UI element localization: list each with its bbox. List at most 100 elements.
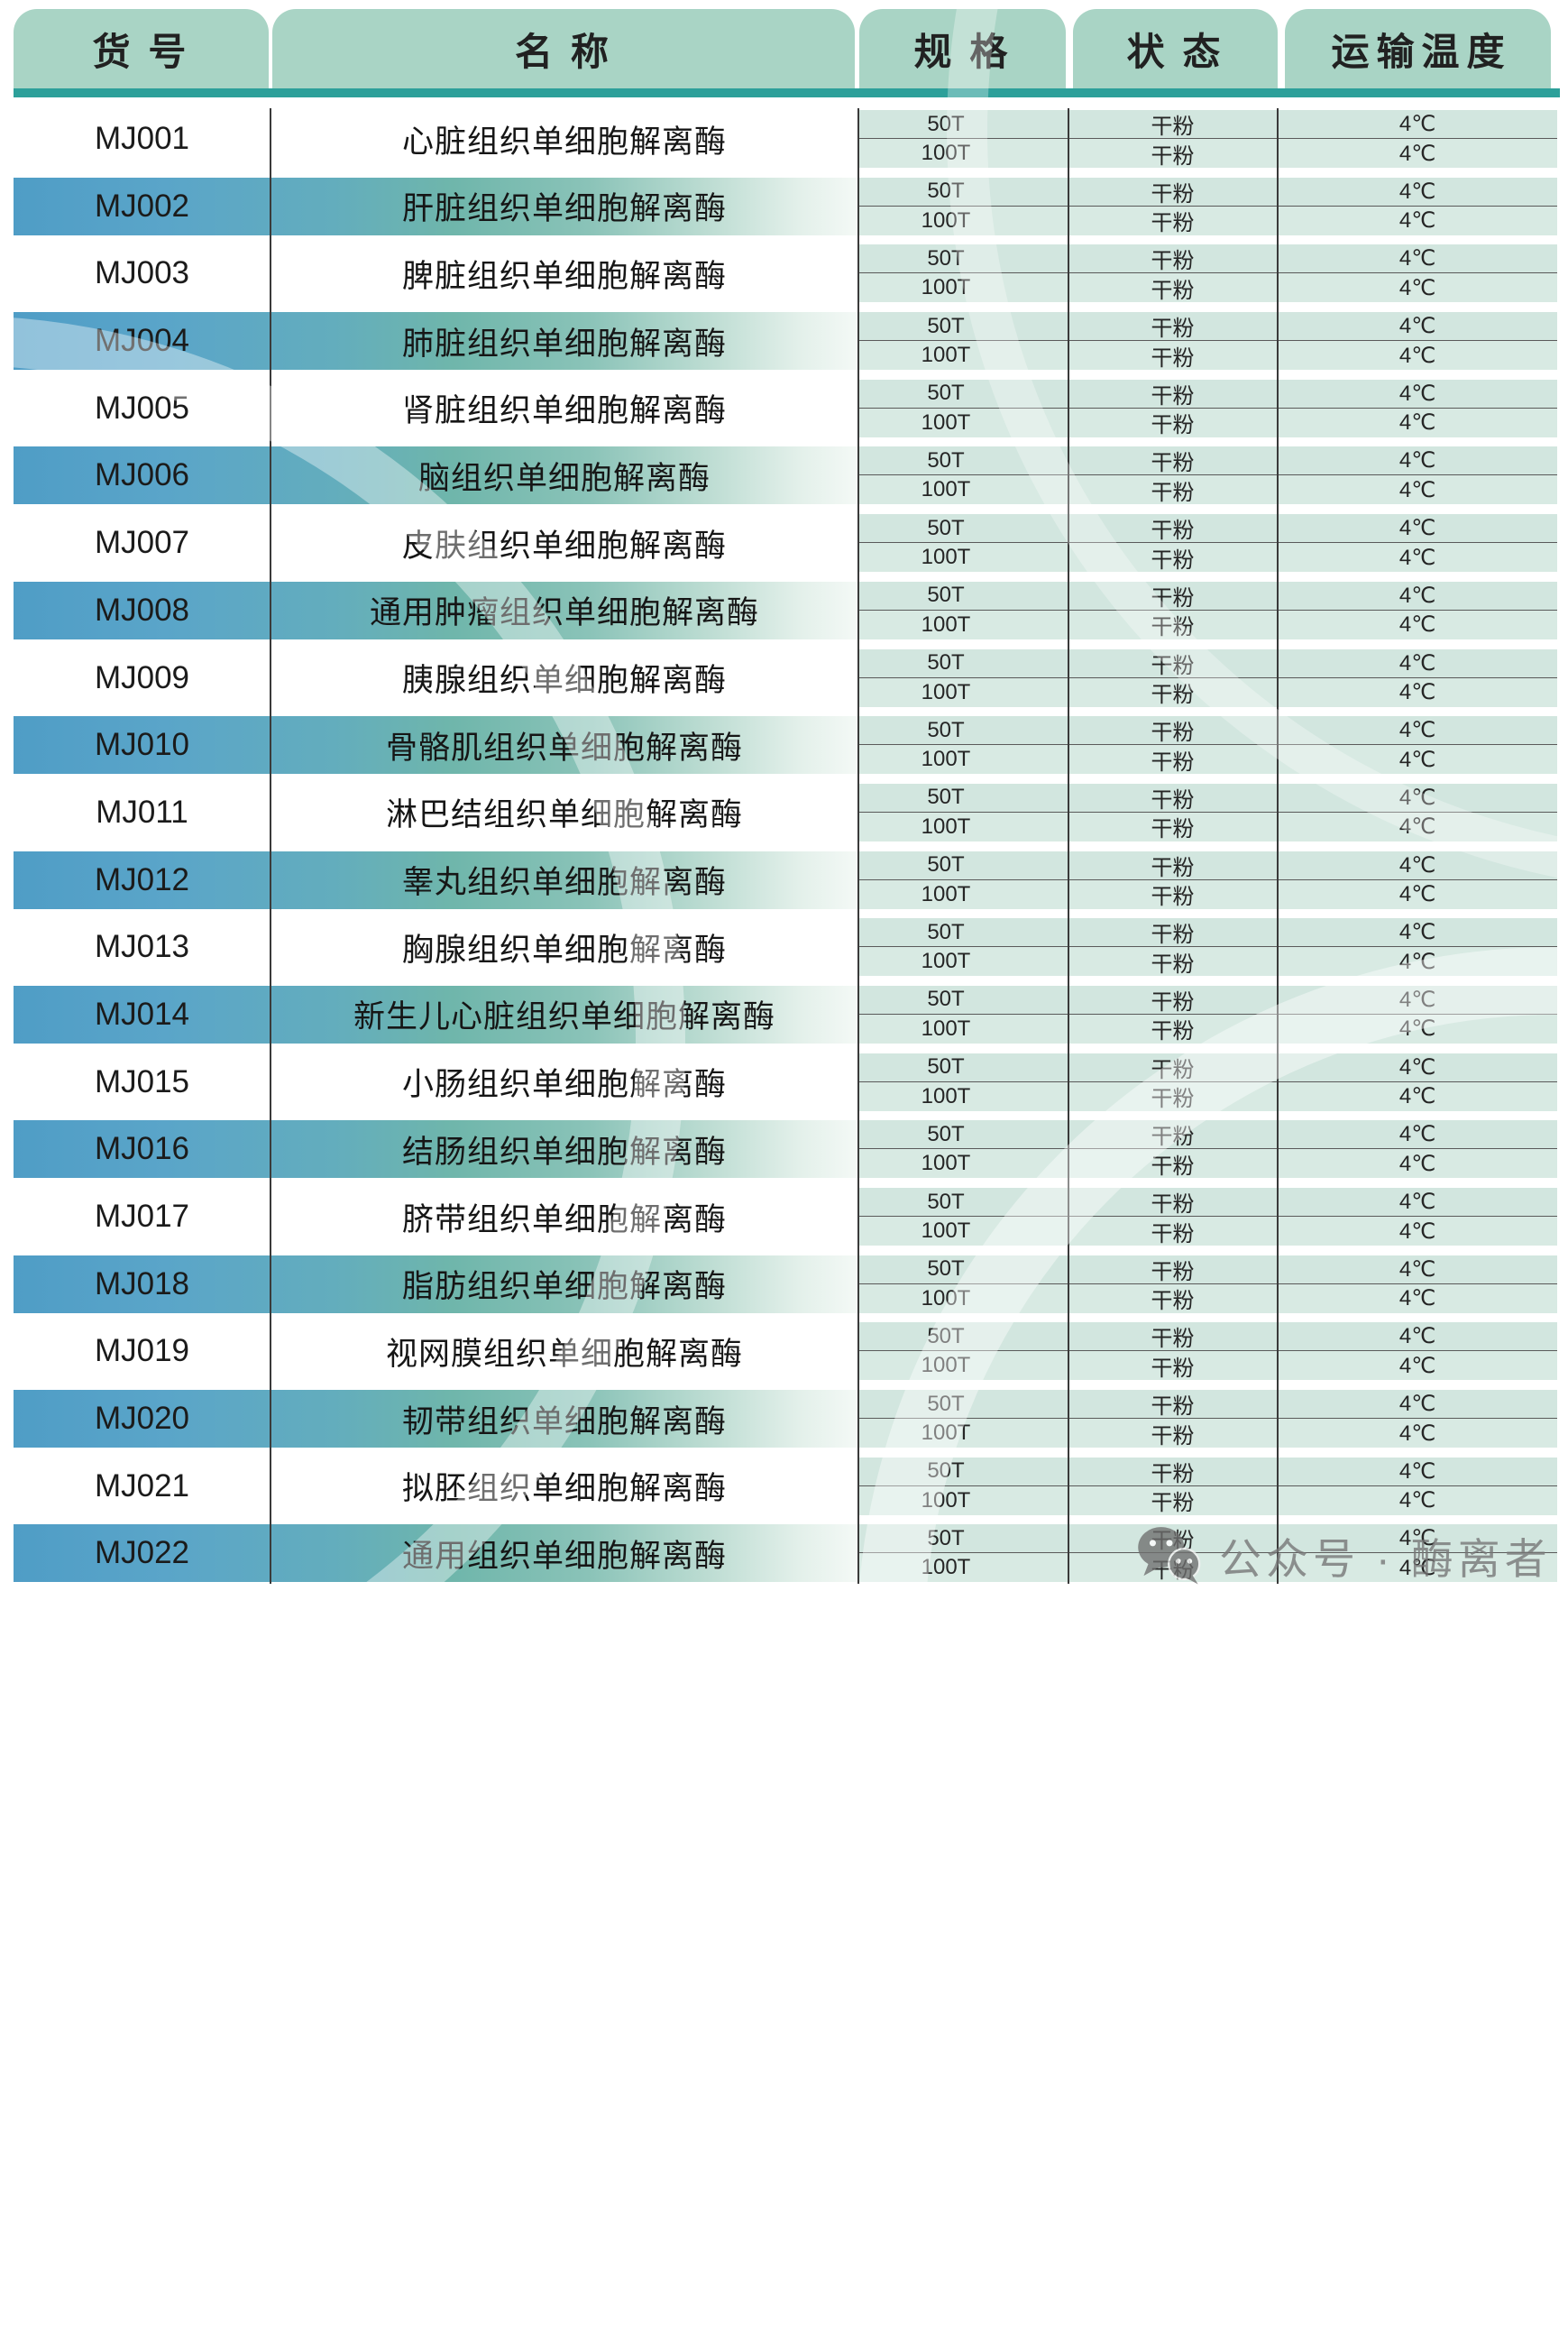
variant-row-100t: 100T 干粉 4℃ <box>858 677 1557 707</box>
product-code: MJ005 <box>94 390 190 426</box>
temp-cell: 4℃ <box>1398 112 1436 136</box>
spec-cell: 50T <box>927 583 965 608</box>
table-row: MJ001 心脏组织单细胞解离酶 50T 干粉 4℃ 100T 干粉 4℃ <box>14 110 1557 169</box>
variant-row-100t: 100T 干粉 4℃ <box>858 610 1557 639</box>
spec-cell: 50T <box>927 1525 965 1550</box>
product-band: MJ015 小肠组织单细胞解离酶 <box>14 1053 858 1111</box>
state-cell: 干粉 <box>1151 653 1195 678</box>
temp-cell: 4℃ <box>1398 612 1436 638</box>
spec-cell: 50T <box>927 381 965 406</box>
product-code: MJ019 <box>94 1333 190 1369</box>
variant-rows: 50T 干粉 4℃ 100T 干粉 4℃ <box>858 851 1557 909</box>
temp-cell: 4℃ <box>1398 785 1436 810</box>
spec-cell: 50T <box>927 1256 965 1282</box>
variant-row-100t: 100T 干粉 4℃ <box>858 139 1557 169</box>
variant-rows: 50T 干粉 4℃ 100T 干粉 4℃ <box>858 379 1557 437</box>
temp-cell: 4℃ <box>1398 410 1436 436</box>
table-row: MJ021 拟胚组织单细胞解离酶 50T 干粉 4℃ 100T 干粉 4℃ <box>14 1457 1557 1515</box>
watermark: 公众号 · 酶离者 <box>1132 1524 1552 1586</box>
state-cell: 干粉 <box>1151 1154 1195 1179</box>
variant-row-100t: 100T 干粉 4℃ <box>858 475 1557 505</box>
state-cell: 干粉 <box>1151 519 1195 544</box>
state-cell: 干粉 <box>1151 1125 1195 1150</box>
table-row: MJ017 脐带组织单细胞解离酶 50T 干粉 4℃ 100T 干粉 4℃ <box>14 1188 1557 1246</box>
spec-cell: 50T <box>927 852 965 878</box>
variant-row-50t: 50T 干粉 4℃ <box>858 1255 1557 1284</box>
header-col-name: 名 称 <box>272 9 855 88</box>
product-band: MJ008 通用肿瘤组织单细胞解离酶 <box>14 581 858 639</box>
variant-row-100t: 100T 干粉 4℃ <box>858 206 1557 235</box>
temp-cell: 4℃ <box>1398 920 1436 945</box>
table-row: MJ003 脾脏组织单细胞解离酶 50T 干粉 4℃ 100T 干粉 4℃ <box>14 244 1557 303</box>
temp-cell: 4℃ <box>1398 650 1436 676</box>
spec-cell: 50T <box>927 1391 965 1416</box>
variant-rows: 50T 干粉 4℃ 100T 干粉 4℃ <box>858 1188 1557 1246</box>
product-band: MJ016 结肠组织单细胞解离酶 <box>14 1120 858 1179</box>
variant-rows: 50T 干粉 4℃ 100T 干粉 4℃ <box>858 1390 1557 1448</box>
product-code: MJ021 <box>94 1467 190 1504</box>
product-name: 通用肿瘤组织单细胞解离酶 <box>369 595 759 631</box>
state-cell: 干粉 <box>1151 923 1195 948</box>
variant-rows: 50T 干粉 4℃ 100T 干粉 4℃ <box>858 1120 1557 1179</box>
spec-cell: 100T <box>921 1353 971 1378</box>
table-row: MJ011 淋巴结组织单细胞解离酶 50T 干粉 4℃ 100T 干粉 4℃ <box>14 783 1557 841</box>
spec-cell: 50T <box>927 111 965 136</box>
variant-row-50t: 50T 干粉 4℃ <box>858 1322 1557 1352</box>
variant-row-50t: 50T 干粉 4℃ <box>858 244 1557 274</box>
temp-cell: 4℃ <box>1398 987 1436 1012</box>
spec-cell: 50T <box>927 785 965 810</box>
temp-cell: 4℃ <box>1398 1392 1436 1417</box>
variant-row-50t: 50T 干粉 4℃ <box>858 581 1557 611</box>
product-band: MJ018 脂肪组织单细胞解离酶 <box>14 1255 858 1313</box>
state-cell: 干粉 <box>1151 721 1195 746</box>
spec-cell: 100T <box>921 1285 971 1310</box>
product-name: 心脏组织单细胞解离酶 <box>401 124 727 160</box>
temp-cell: 4℃ <box>1398 1256 1436 1282</box>
product-code: MJ007 <box>94 525 190 561</box>
table-row: MJ002 肝脏组织单细胞解离酶 50T 干粉 4℃ 100T 干粉 4℃ <box>14 177 1557 235</box>
variant-row-100t: 100T 干粉 4℃ <box>858 273 1557 303</box>
state-cell: 干粉 <box>1151 1259 1195 1284</box>
header-col-temp: 运输温度 <box>1285 9 1551 88</box>
spec-cell: 50T <box>927 515 965 540</box>
state-cell: 干粉 <box>1151 115 1195 139</box>
table-row: MJ020 韧带组织单细胞解离酶 50T 干粉 4℃ 100T 干粉 4℃ <box>14 1390 1557 1448</box>
product-band: MJ014 新生儿心脏组织单细胞解离酶 <box>14 985 858 1044</box>
state-cell: 干粉 <box>1151 1057 1195 1082</box>
product-code: MJ020 <box>94 1401 190 1437</box>
spec-cell: 100T <box>921 612 971 637</box>
product-name: 视网膜组织单细胞解离酶 <box>385 1336 743 1372</box>
product-table-body: MJ001 心脏组织单细胞解离酶 50T 干粉 4℃ 100T 干粉 4℃ MJ… <box>14 110 1557 1583</box>
variant-row-50t: 50T 干粉 4℃ <box>858 783 1557 813</box>
watermark-text: 公众号 · 酶离者 <box>1219 1534 1552 1583</box>
temp-cell: 4℃ <box>1398 1286 1436 1311</box>
spec-cell: 50T <box>927 1054 965 1080</box>
spec-cell: 50T <box>927 447 965 473</box>
temp-cell: 4℃ <box>1398 680 1436 704</box>
header-col-code: 货 号 <box>14 9 269 88</box>
variant-row-100t: 100T 干粉 4℃ <box>858 1217 1557 1246</box>
variant-rows: 50T 干粉 4℃ 100T 干粉 4℃ <box>858 110 1557 169</box>
product-band: MJ020 韧带组织单细胞解离酶 <box>14 1390 858 1448</box>
variant-rows: 50T 干粉 4℃ 100T 干粉 4℃ <box>858 514 1557 573</box>
temp-cell: 4℃ <box>1398 246 1436 271</box>
temp-cell: 4℃ <box>1398 1151 1436 1176</box>
temp-cell: 4℃ <box>1398 208 1436 234</box>
product-name: 新生儿心脏组织单细胞解离酶 <box>353 999 775 1035</box>
state-cell: 干粉 <box>1151 480 1195 505</box>
variant-rows: 50T 干粉 4℃ 100T 干粉 4℃ <box>858 783 1557 841</box>
wechat-icon <box>1138 1527 1201 1585</box>
spec-cell: 100T <box>921 545 971 570</box>
variant-row-50t: 50T 干粉 4℃ <box>858 918 1557 948</box>
product-band: MJ012 睾丸组织单细胞解离酶 <box>14 851 858 909</box>
product-code: MJ002 <box>94 188 190 224</box>
temp-cell: 4℃ <box>1398 314 1436 339</box>
product-band: MJ007 皮肤组织单细胞解离酶 <box>14 514 858 573</box>
product-name: 骨骼肌组织单细胞解离酶 <box>385 730 743 766</box>
table-row: MJ018 脂肪组织单细胞解离酶 50T 干粉 4℃ 100T 干粉 4℃ <box>14 1255 1557 1313</box>
state-cell: 干粉 <box>1151 885 1195 910</box>
temp-cell: 4℃ <box>1398 814 1436 840</box>
product-band: MJ005 肾脏组织单细胞解离酶 <box>14 379 858 437</box>
table-row: MJ022 通用组织单细胞解离酶 50T 干粉 4℃ 100T 干粉 4℃ <box>14 1524 1557 1583</box>
spec-cell: 100T <box>921 679 971 704</box>
